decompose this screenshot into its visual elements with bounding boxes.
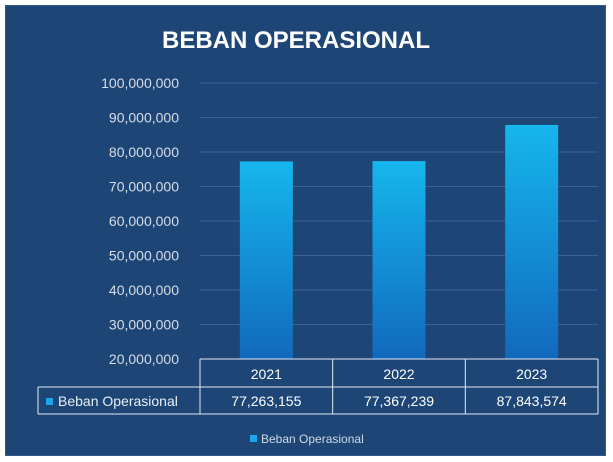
- y-tick-label: 70,000,000: [109, 179, 179, 195]
- y-tick-label: 30,000,000: [109, 317, 179, 333]
- y-tick-label: 80,000,000: [109, 144, 179, 160]
- x-tick-label: 2021: [251, 366, 282, 382]
- y-tick-label: 60,000,000: [109, 213, 179, 229]
- bar: [372, 161, 426, 359]
- table-series-label: Beban Operasional: [58, 393, 178, 409]
- legend-swatch: [250, 435, 257, 442]
- data-label: 77,263,155: [231, 393, 301, 409]
- bar: [505, 124, 559, 359]
- bar: [239, 161, 293, 359]
- y-tick-label: 50,000,000: [109, 248, 179, 264]
- y-tick-label: 100,000,000: [101, 75, 179, 91]
- x-tick-label: 2023: [516, 366, 547, 382]
- data-label: 77,367,239: [364, 393, 434, 409]
- legend: Beban Operasional: [250, 432, 364, 446]
- y-tick-label: 40,000,000: [109, 282, 179, 298]
- bars: [239, 124, 559, 359]
- table-legend-swatch: [46, 398, 53, 405]
- legend-label: Beban Operasional: [261, 432, 364, 446]
- y-tick-label: 20,000,000: [109, 351, 179, 367]
- y-axis: 20,000,000 30,000,000 40,000,000 50,000,000…: [101, 75, 179, 367]
- x-tick-label: 2022: [383, 366, 414, 382]
- chart-title: BEBAN OPERASIONAL: [162, 27, 430, 54]
- y-tick-label: 90,000,000: [109, 110, 179, 126]
- data-table: 2021 2022 2023 Beban Operasional 77,263,15…: [37, 358, 599, 415]
- data-label: 87,843,574: [497, 393, 567, 409]
